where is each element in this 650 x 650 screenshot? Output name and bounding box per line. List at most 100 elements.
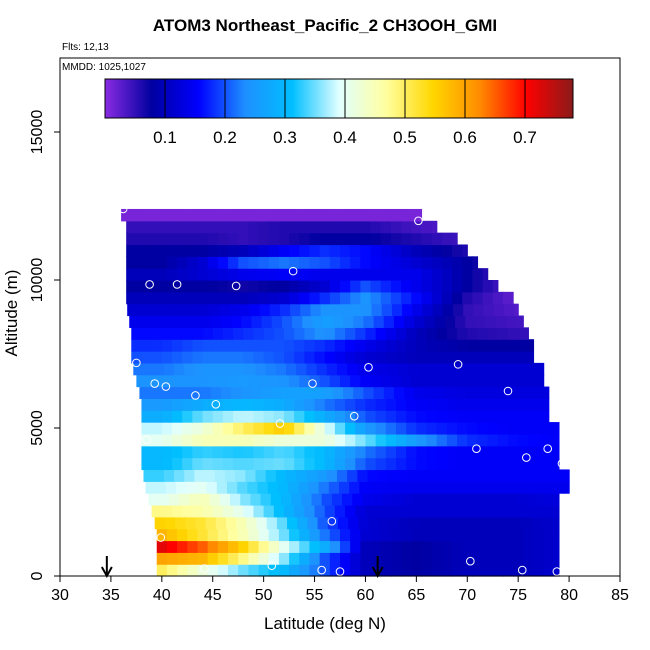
heatmap-cell [365,208,377,222]
heatmap-cell [314,208,326,222]
heatmap-cell [350,220,361,234]
heatmap-cell [289,280,300,293]
heatmap-cell [180,386,191,399]
heatmap-cell [533,564,545,577]
heatmap-cell [182,208,193,222]
heatmap-cell [161,433,173,447]
heatmap-cell [424,315,436,328]
heatmap-cell [284,433,295,447]
heatmap-cell [367,362,379,376]
heatmap-cell [402,303,413,317]
heatmap-cell [492,564,504,577]
heatmap-cell [538,410,550,423]
heatmap-cell [256,516,268,530]
heatmap-cell [289,564,300,577]
heatmap-cell [497,433,509,447]
heatmap-cell [360,220,372,234]
heatmap-cell [300,303,312,317]
heatmap-cell [263,398,275,411]
heatmap-cell [250,493,262,506]
heatmap-cell [472,374,484,388]
heatmap-cell [324,410,336,423]
heatmap-cell [497,422,509,435]
heatmap-cell [268,374,280,388]
heatmap-cell [233,208,244,222]
x-tick-label: 60 [357,587,375,604]
heatmap-cell [336,362,348,376]
heatmap-cell [177,268,188,281]
heatmap-cell [314,398,326,411]
heatmap-cell [197,540,209,553]
heatmap-cell [375,327,387,340]
heatmap-cell [350,232,361,246]
heatmap-cell [352,493,363,506]
heatmap-cell [409,516,421,530]
heatmap-cell [212,351,224,364]
heatmap-cell [413,493,425,506]
heatmap-cell [508,422,519,435]
heatmap-cell [136,256,148,269]
heatmap-cell [271,386,283,399]
heatmap-cell [207,540,219,553]
heatmap-cell [217,220,229,234]
heatmap-cell [421,244,433,257]
heatmap-cell [508,410,519,423]
heatmap-cell [452,528,463,542]
heatmap-cell [513,528,524,542]
heatmap-cell [161,351,173,364]
heatmap-cell [421,528,433,542]
heatmap-cell [156,540,168,553]
heatmap-cell [340,280,351,293]
heatmap-cell [426,422,438,435]
heatmap-cell [299,552,311,565]
heatmap-cell [459,469,470,482]
heatmap-cell [329,564,341,577]
heatmap-cell [418,362,430,376]
heatmap-cell [319,528,331,542]
heatmap-cell [502,564,514,577]
heatmap-cell [380,540,392,553]
heatmap-cell [343,315,354,328]
observation-point [288,266,298,276]
heatmap-cell [550,469,562,482]
heatmap-cell [233,327,244,340]
heatmap-cell [538,504,550,518]
heatmap-cell [309,552,321,565]
heatmap-cell [399,516,410,530]
heatmap-cell [345,398,356,411]
heatmap-cell [238,280,249,293]
heatmap-cell [233,422,244,435]
heatmap-cell [334,422,346,435]
heatmap-cell [540,469,552,482]
heatmap-cell [351,303,362,317]
heatmap-cell [258,564,270,577]
heatmap-cell [380,256,392,269]
heatmap-cell [462,244,468,257]
heatmap-cell [148,493,160,506]
heatmap-cell [248,540,260,553]
heatmap-cell [306,362,318,376]
heatmap-cell [239,303,250,317]
heatmap-cell [477,327,489,340]
heatmap-cell [380,232,392,246]
heatmap-cell [319,291,331,305]
heatmap-cell [528,445,540,459]
heatmap-cell [324,351,336,364]
heatmap-cell [528,422,540,435]
heatmap-cell [463,303,474,317]
heatmap-cell [538,422,550,435]
heatmap-cell [495,315,507,328]
heatmap-cell [446,457,458,471]
heatmap-cell [136,291,148,305]
heatmap-cell [385,504,397,518]
heatmap-cell [202,327,214,340]
heatmap-cell [156,232,168,246]
heatmap-cell [387,362,399,376]
heatmap-cell [345,327,356,340]
observation-point [517,565,527,575]
heatmap-cell [461,481,472,494]
heatmap-cell [510,469,521,482]
heatmap-cell [370,528,382,542]
heatmap-cell [126,244,137,257]
heatmap-cell [477,410,489,423]
